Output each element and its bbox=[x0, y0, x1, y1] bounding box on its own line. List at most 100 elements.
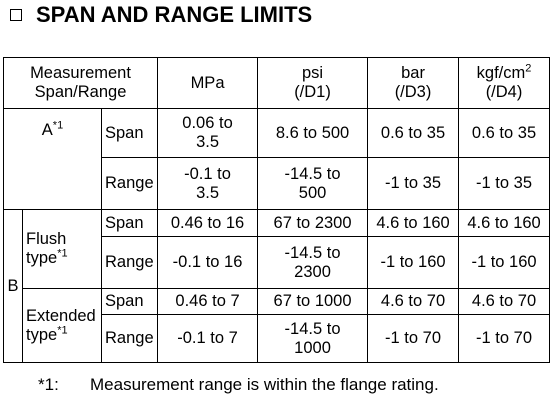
footnote-text: Measurement range is within the flange r… bbox=[90, 375, 439, 394]
limits-table: Measurement Span/Range MPa psi (/D1) bar (/D3… bbox=[2, 57, 551, 363]
unit-header-sup: 2 bbox=[525, 62, 532, 75]
value-cell-text: 0.46 to 7 bbox=[175, 292, 240, 310]
unit-header: kgf/cm2 (/D4) bbox=[458, 57, 551, 109]
kind-cell-text: Span bbox=[105, 213, 144, 232]
kind-cell: Span bbox=[100, 108, 159, 158]
kind-cell-text: Range bbox=[105, 174, 154, 192]
kind-cell: Range bbox=[100, 314, 159, 363]
value-cell: -1 to 35 bbox=[458, 157, 551, 210]
value-cell: 0.46 to 16 bbox=[157, 209, 259, 237]
kind-cell: Range bbox=[100, 236, 159, 289]
unit-header-text: MPa bbox=[190, 73, 225, 92]
table-row: Range -0.1 to 3.5 -14.5 to 500 -1 to 35 -1 t… bbox=[4, 157, 551, 210]
value-cell: -1 to 70 bbox=[367, 314, 460, 363]
header-cell-text: Measurement Span/Range bbox=[30, 64, 131, 101]
value-cell: -1 to 160 bbox=[458, 236, 551, 289]
group-label-text: B bbox=[7, 276, 19, 295]
value-cell-text: -0.1 to 3.5 bbox=[184, 164, 231, 202]
value-cell: -1 to 160 bbox=[367, 236, 460, 289]
value-cell: 67 to 1000 bbox=[257, 288, 369, 315]
value-cell-text: -14.5 to 2300 bbox=[284, 243, 341, 281]
value-cell-text: 4.6 to 70 bbox=[471, 292, 537, 310]
subgroup-label-text: Extended type bbox=[26, 306, 96, 344]
table-row: Range -0.1 to 7 -14.5 to 1000 -1 to 70 -1 to… bbox=[4, 314, 551, 363]
unit-header: psi (/D1) bbox=[257, 57, 369, 109]
subgroup-label-sup: *1 bbox=[57, 324, 68, 336]
value-cell: -0.1 to 16 bbox=[157, 236, 259, 289]
value-cell: 4.6 to 160 bbox=[367, 209, 460, 237]
value-cell-text: 4.6 to 70 bbox=[380, 292, 446, 310]
value-cell: 0.06 to 3.5 bbox=[157, 108, 259, 158]
value-cell: 4.6 to 160 bbox=[458, 209, 551, 237]
value-cell-text: 0.46 to 16 bbox=[170, 213, 245, 232]
value-cell: -14.5 to 1000 bbox=[257, 314, 369, 363]
value-cell-text: -1 to 70 bbox=[476, 329, 533, 347]
value-cell-text: -1 to 70 bbox=[385, 329, 442, 347]
footnote: *1: Measurement range is within the flang… bbox=[38, 375, 439, 395]
title: SPAN AND RANGE LIMITS bbox=[36, 2, 313, 27]
value-cell-text: -14.5 to 500 bbox=[284, 164, 341, 202]
unit-header-code: (/D3) bbox=[394, 83, 432, 101]
value-cell-text: 4.6 to 160 bbox=[376, 213, 450, 232]
table-row: B Flush type*1 Span 0.46 to 16 67 to 2300 4.6… bbox=[3, 209, 551, 363]
group-label: A*1 bbox=[3, 108, 102, 210]
value-cell: 67 to 2300 bbox=[257, 209, 369, 237]
kind-cell-text: Span bbox=[105, 123, 144, 142]
value-cell: 4.6 to 70 bbox=[367, 288, 460, 315]
unit-header-code: (/D4) bbox=[485, 83, 523, 101]
value-cell-text: -1 to 160 bbox=[380, 253, 446, 271]
kind-cell-text: Range bbox=[105, 329, 154, 347]
unit-header: MPa bbox=[157, 57, 259, 109]
group-label: B bbox=[3, 209, 23, 363]
value-cell-text: 67 to 1000 bbox=[273, 292, 352, 310]
kind-cell: Span bbox=[100, 209, 159, 237]
subgroup-label: Flush type*1 bbox=[22, 209, 102, 289]
title-row: SPAN AND RANGE LIMITS bbox=[10, 2, 312, 28]
header-cell: Measurement Span/Range bbox=[2, 57, 159, 109]
group-label-sup: *1 bbox=[52, 119, 64, 132]
table-row: A*1 Span 0.06 to 3.5 8.6 to 500 0.6 to 35 0.6… bbox=[3, 108, 551, 210]
footnote-mark: *1: bbox=[38, 375, 59, 394]
value-cell-text: -0.1 to 16 bbox=[172, 253, 243, 271]
value-cell-text: 0.06 to 3.5 bbox=[182, 114, 233, 151]
bullet-box bbox=[10, 9, 22, 21]
value-cell: 8.6 to 500 bbox=[257, 108, 369, 158]
kind-cell-text: Span bbox=[105, 292, 144, 310]
value-cell: -14.5 to 500 bbox=[257, 157, 369, 210]
value-cell: -1 to 35 bbox=[367, 157, 460, 210]
table-row: Measurement Span/Range MPa psi (/D1) bar (/D3… bbox=[2, 57, 551, 109]
kind-cell: Range bbox=[100, 157, 159, 210]
value-cell-text: 67 to 2300 bbox=[273, 213, 352, 232]
value-cell-text: 0.6 to 35 bbox=[471, 123, 537, 142]
value-cell: 0.46 to 7 bbox=[157, 288, 259, 315]
subgroup-label-sup: *1 bbox=[57, 247, 68, 260]
value-cell-text: -14.5 to 1000 bbox=[284, 319, 341, 357]
unit-header: bar (/D3) bbox=[367, 57, 460, 109]
unit-header-text: kgf/cm bbox=[476, 64, 526, 82]
group-label-text: A bbox=[41, 121, 53, 139]
value-cell-text: -1 to 35 bbox=[476, 174, 533, 192]
unit-header-code: (/D1) bbox=[294, 83, 331, 101]
value-cell: 0.6 to 35 bbox=[367, 108, 460, 158]
table-row: Range -0.1 to 16 -14.5 to 2300 -1 to 160 -1 … bbox=[4, 236, 551, 289]
kind-cell: Span bbox=[100, 288, 159, 315]
value-cell-text: -1 to 35 bbox=[385, 174, 442, 192]
value-cell: -1 to 70 bbox=[458, 314, 551, 363]
unit-header-text: bar bbox=[401, 64, 425, 82]
value-cell: 0.6 to 35 bbox=[458, 108, 551, 158]
value-cell: -14.5 to 2300 bbox=[257, 236, 369, 289]
value-cell: 4.6 to 70 bbox=[458, 288, 551, 315]
subgroup-label: Extended type*1 bbox=[22, 288, 102, 363]
value-cell-text: -1 to 160 bbox=[471, 253, 537, 271]
value-cell-text: -0.1 to 7 bbox=[177, 329, 238, 347]
unit-header-text: psi bbox=[301, 64, 324, 82]
value-cell-text: 4.6 to 160 bbox=[467, 213, 541, 232]
table-row: Extended type*1 Span 0.46 to 7 67 to 1000 4.… bbox=[4, 288, 551, 363]
value-cell-text: 8.6 to 500 bbox=[275, 123, 350, 142]
value-cell-text: 0.6 to 35 bbox=[380, 123, 446, 142]
kind-cell-text: Range bbox=[105, 253, 154, 271]
value-cell: -0.1 to 7 bbox=[157, 314, 259, 363]
value-cell: -0.1 to 3.5 bbox=[157, 157, 259, 210]
subgroup-label-text: Flush type bbox=[26, 230, 67, 267]
